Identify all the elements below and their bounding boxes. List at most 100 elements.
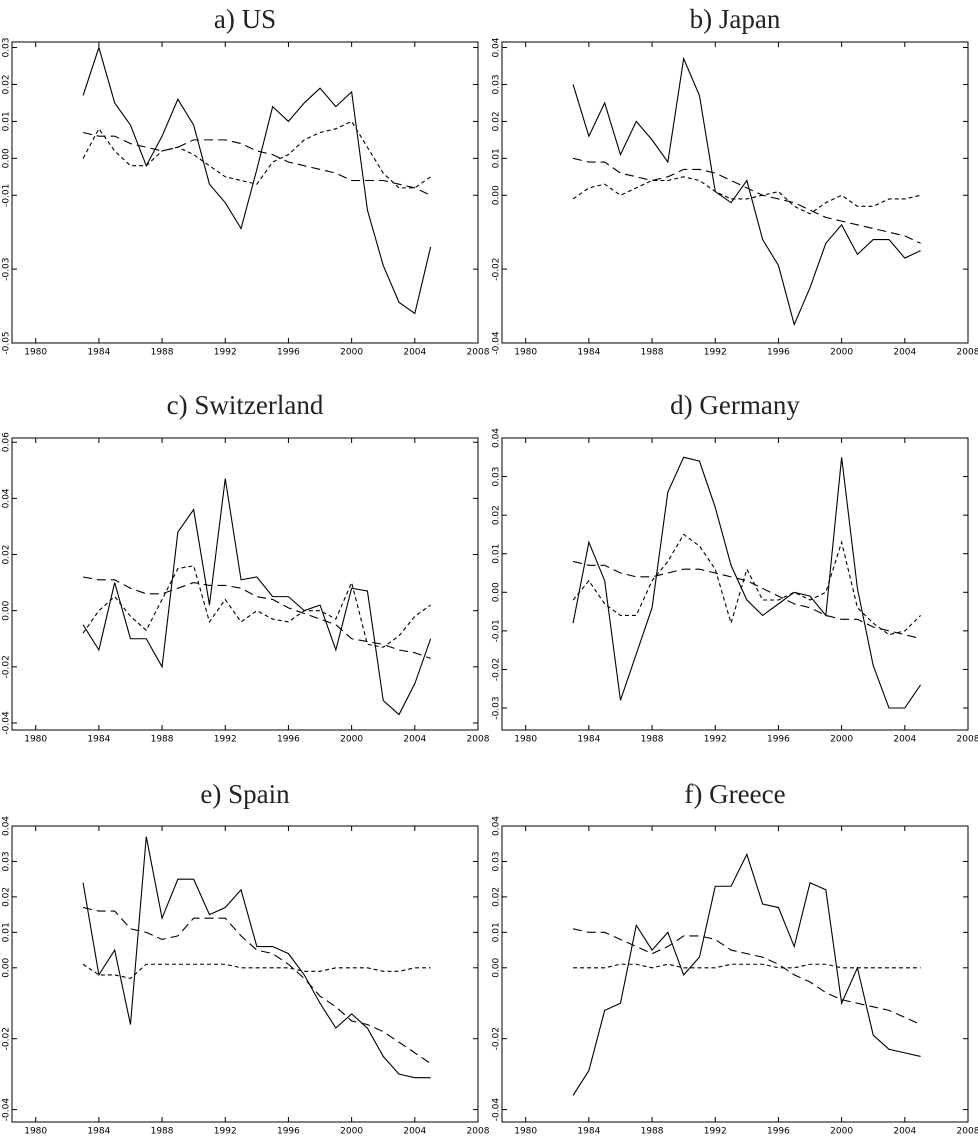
x-tick-label: 1980 (514, 1127, 537, 1136)
x-tick-label: 1980 (514, 348, 537, 358)
series-line (82, 576, 431, 659)
x-tick-label: 2008 (467, 735, 490, 745)
x-tick-label: 1980 (24, 348, 47, 358)
panel-title: d) Germany (670, 390, 800, 420)
x-tick-label: 1992 (704, 1127, 727, 1136)
x-tick-label: 2004 (893, 348, 916, 358)
x-tick-label: 1996 (767, 348, 790, 358)
plot-frame (11, 825, 479, 1123)
x-tick-label: 1980 (24, 735, 47, 745)
panel-title: c) Switzerland (167, 390, 324, 420)
series-line (82, 45, 432, 315)
plot-frame (501, 825, 969, 1123)
x-tick-label: 2008 (467, 1127, 490, 1136)
y-tick-label: 0.04 (2, 488, 12, 508)
plot-frame (501, 41, 969, 344)
y-tick-label: 0.02 (2, 74, 12, 94)
series-line (82, 565, 431, 648)
x-tick-label: 1988 (641, 1127, 664, 1136)
x-tick-label: 1984 (87, 348, 110, 358)
y-tick-label: 0.01 (2, 111, 12, 131)
y-tick-label: -0.02 (492, 1027, 502, 1050)
x-tick-label: 2004 (893, 1127, 916, 1136)
y-tick-label: 0.02 (2, 544, 12, 564)
panel: a) US 1980 1984 1988 1992 1996 2000 2004 2008 0.0… (2, 4, 490, 357)
x-tick-label: 2008 (957, 1127, 978, 1136)
series-line (572, 852, 921, 1096)
y-tick-label: -0.05 (2, 331, 12, 354)
y-tick-label: -0.03 (2, 257, 12, 280)
x-tick-label: 2000 (340, 1127, 363, 1136)
y-tick-label: 0.00 (2, 600, 12, 620)
series-line (82, 131, 431, 196)
x-tick-label: 2004 (403, 735, 426, 745)
series-line (572, 456, 922, 709)
x-tick-label: 1988 (641, 348, 664, 358)
series-line (572, 560, 921, 640)
y-tick-label: -0.04 (492, 331, 502, 355)
series-line (573, 963, 921, 969)
y-tick-label: -0.02 (2, 1027, 12, 1050)
series-line (82, 120, 431, 189)
y-tick-label: 0.03 (2, 38, 12, 58)
x-tick-label: 2008 (467, 348, 490, 358)
y-tick-label: 0.01 (492, 544, 502, 564)
x-tick-label: 1996 (277, 735, 300, 745)
y-tick-label: 0.04 (2, 816, 12, 836)
x-tick-label: 1996 (767, 1127, 790, 1136)
x-tick-label: 1988 (151, 1127, 174, 1136)
x-tick-label: 1996 (767, 735, 790, 745)
x-tick-label: 1988 (151, 735, 174, 745)
x-tick-label: 2000 (830, 348, 853, 358)
y-tick-label: -0.04 (2, 1098, 12, 1122)
x-tick-label: 1988 (641, 735, 664, 745)
y-tick-label: 0.06 (2, 432, 12, 452)
panel: c) Switzerland 1980 1984 1988 1992 1996 2000 20… (2, 390, 490, 744)
y-tick-label: -0.01 (2, 184, 12, 207)
y-tick-label: 0.03 (492, 467, 502, 487)
x-tick-label: 1984 (577, 1127, 600, 1136)
x-tick-label: 1996 (277, 348, 300, 358)
panel-title: e) Spain (200, 779, 290, 809)
series-line (82, 478, 432, 716)
x-tick-label: 1988 (151, 348, 174, 358)
y-tick-label: -0.04 (2, 711, 12, 735)
y-tick-label: -0.02 (492, 257, 502, 280)
panel: b) Japan 1980 1984 1988 1992 1996 2000 2004 2008… (492, 4, 978, 357)
x-tick-label: 2000 (830, 735, 853, 745)
panel-title: f) Greece (684, 779, 785, 809)
y-tick-label: 0.02 (2, 887, 12, 907)
panel: e) Spain 1980 1984 1988 1992 1996 2000 2004 2008… (2, 779, 490, 1136)
y-tick-label: 0.01 (492, 148, 502, 168)
y-tick-label: 0.00 (492, 185, 502, 205)
y-tick-label: 0.04 (492, 816, 502, 836)
y-tick-label: -0.04 (492, 1098, 502, 1122)
x-tick-label: 1984 (577, 735, 600, 745)
y-tick-label: 0.03 (492, 74, 502, 94)
x-tick-label: 2004 (403, 1127, 426, 1136)
y-tick-label: 0.00 (492, 582, 502, 602)
series-line (82, 836, 431, 1079)
x-tick-label: 1984 (87, 735, 110, 745)
y-tick-label: 0.03 (2, 851, 12, 871)
y-tick-label: 0.04 (492, 428, 502, 448)
x-tick-label: 1980 (514, 735, 537, 745)
y-tick-label: -0.02 (2, 655, 12, 678)
x-tick-label: 2008 (957, 348, 978, 358)
series-line (572, 928, 921, 1026)
y-tick-label: 0.02 (492, 111, 502, 131)
y-tick-label: -0.02 (492, 658, 502, 681)
panel: d) Germany 1980 1984 1988 1992 1996 2000 2004 20… (492, 390, 978, 744)
y-tick-label: 0.00 (492, 958, 502, 978)
y-tick-label: 0.02 (492, 505, 502, 525)
x-tick-label: 2004 (893, 735, 916, 745)
series-line (572, 157, 921, 244)
y-tick-label: 0.02 (492, 887, 502, 907)
x-tick-label: 2000 (340, 735, 363, 745)
y-tick-label: 0.04 (492, 37, 502, 57)
series-line (572, 56, 921, 327)
x-tick-label: 1996 (277, 1127, 300, 1136)
y-tick-label: 0.00 (2, 958, 12, 978)
x-tick-label: 2000 (340, 348, 363, 358)
